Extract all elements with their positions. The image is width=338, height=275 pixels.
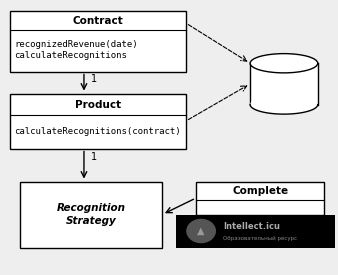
Text: Recognition
Strategy: Recognition Strategy: [57, 203, 126, 226]
FancyBboxPatch shape: [10, 11, 186, 72]
FancyBboxPatch shape: [10, 94, 186, 148]
Text: Intellect.icu: Intellect.icu: [223, 222, 280, 230]
Text: recognizedRevenue(date)
calculateRecognitions: recognizedRevenue(date) calculateRecogni…: [14, 40, 138, 60]
FancyBboxPatch shape: [176, 214, 335, 248]
Text: Product: Product: [75, 100, 121, 109]
FancyBboxPatch shape: [196, 182, 324, 214]
Ellipse shape: [250, 95, 318, 114]
FancyBboxPatch shape: [250, 63, 318, 104]
Text: Complete: Complete: [232, 186, 288, 196]
Text: 1: 1: [91, 152, 98, 161]
Text: calculateRecognitions(contract): calculateRecognitions(contract): [14, 127, 181, 136]
Text: Contract: Contract: [73, 16, 123, 26]
Text: ▲: ▲: [197, 226, 205, 236]
Circle shape: [187, 219, 215, 243]
Text: 1: 1: [91, 75, 98, 84]
Text: Образовательный ресурс: Образовательный ресурс: [223, 236, 297, 241]
FancyBboxPatch shape: [20, 182, 162, 248]
Ellipse shape: [250, 54, 318, 73]
